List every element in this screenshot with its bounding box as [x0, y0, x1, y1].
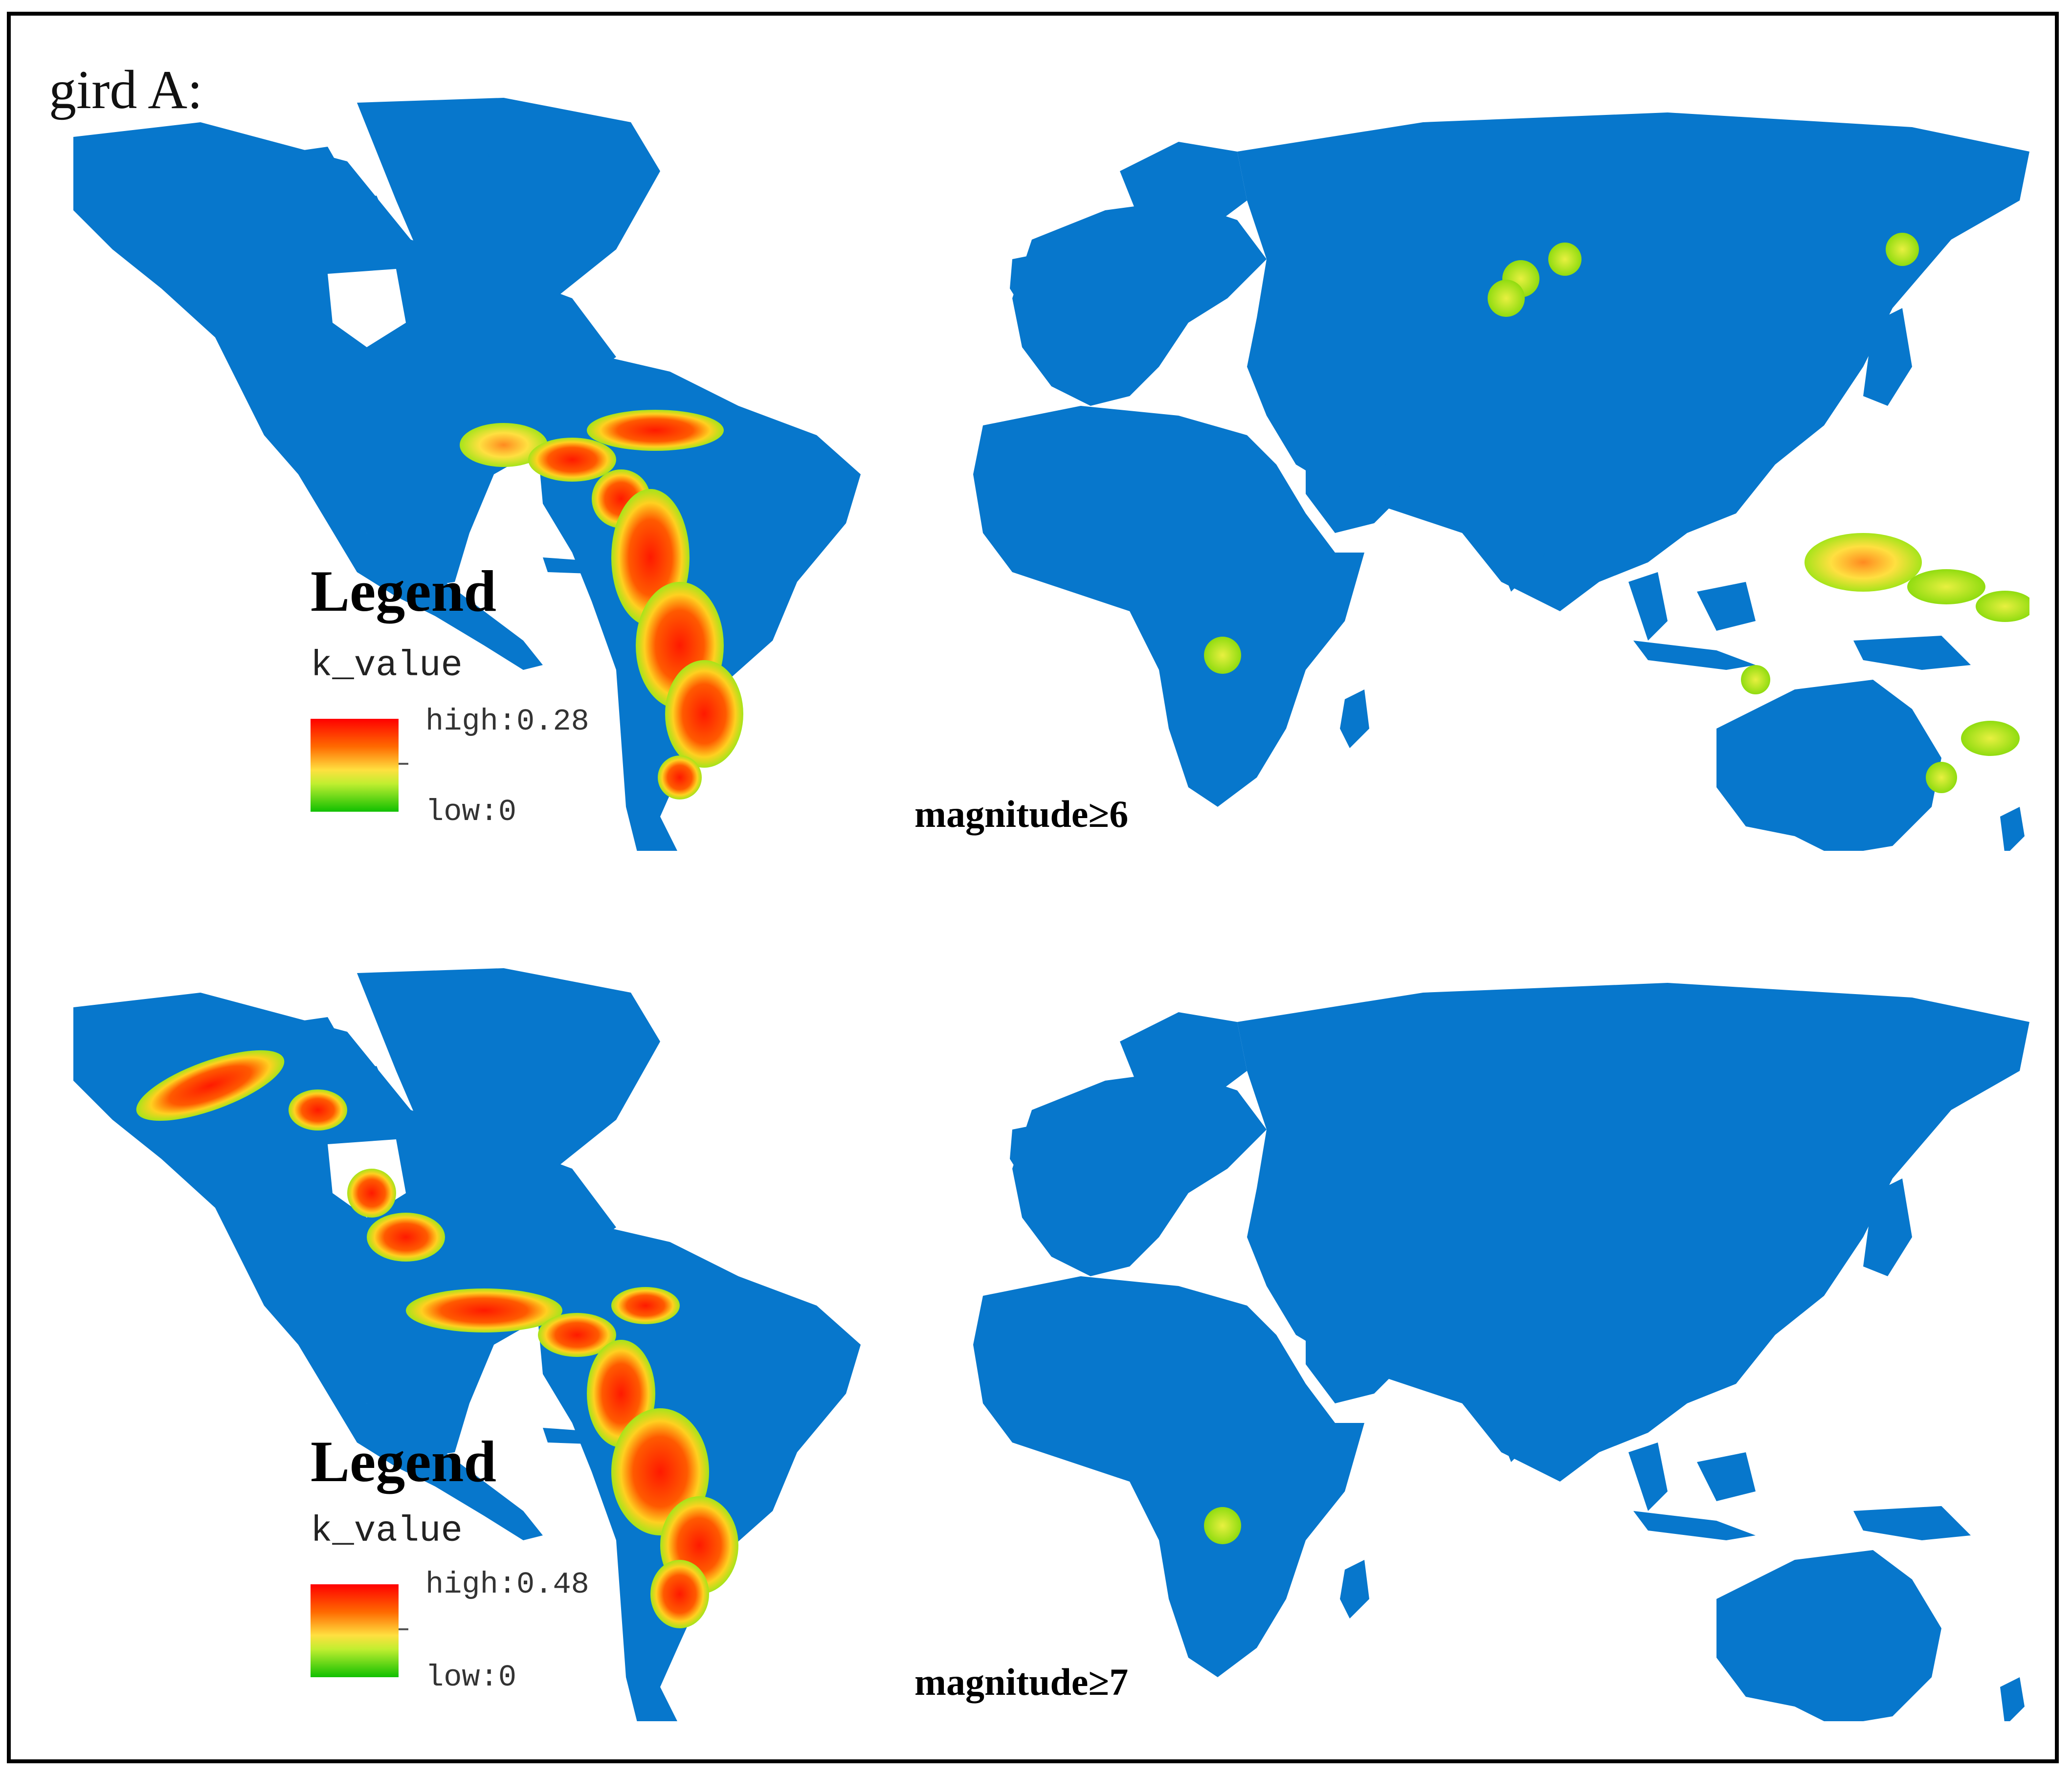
hotspot — [658, 755, 702, 799]
world-map-magnitude-7 — [73, 968, 2029, 1721]
hotspot — [347, 1169, 396, 1218]
legend-high-label: high:0.48 — [425, 1567, 589, 1602]
legend-tick — [399, 763, 408, 765]
hotspot — [1741, 665, 1770, 694]
hotspot — [406, 1288, 562, 1332]
legend-low-label: low:0 — [425, 1660, 517, 1695]
legend-title: Legend — [311, 558, 497, 623]
hotspot — [538, 1313, 616, 1357]
legend-high-label: high:0.28 — [425, 704, 589, 739]
hotspot — [1926, 762, 1957, 793]
hotspots-layer — [460, 233, 2029, 799]
map-caption: magnitude≥6 — [914, 793, 1129, 835]
legend-low-label: low:0 — [425, 795, 517, 829]
hotspot — [1961, 721, 2020, 756]
hotspot — [1805, 533, 1922, 592]
legend-title: Legend — [311, 1429, 497, 1494]
hotspot — [1204, 1507, 1241, 1544]
legend-field-name: k_value — [311, 645, 463, 687]
hotspot — [1886, 233, 1919, 266]
map-caption: magnitude≥7 — [914, 1661, 1129, 1703]
hotspot — [1204, 637, 1241, 674]
hotspot — [367, 1213, 445, 1262]
hotspot — [1907, 569, 1985, 604]
hotspot — [650, 1560, 709, 1628]
hotspot — [1488, 280, 1525, 317]
world-map-magnitude-6 — [73, 98, 2029, 851]
hotspot — [665, 660, 743, 768]
hotspots-layer — [136, 1050, 1241, 1628]
legend-color-ramp — [311, 719, 399, 812]
hotspot — [1976, 591, 2029, 622]
hotspot — [289, 1089, 347, 1131]
hotspot — [611, 1287, 680, 1324]
legend-color-ramp — [311, 1584, 399, 1677]
hotspot — [1548, 243, 1582, 276]
hotspot — [528, 438, 616, 482]
figure-title: gird A: — [49, 60, 203, 120]
hotspot — [460, 423, 548, 467]
hotspot — [136, 1050, 285, 1121]
legend-tick — [399, 1628, 408, 1630]
hotspot — [587, 410, 724, 451]
legend-field-name: k_value — [311, 1511, 463, 1552]
